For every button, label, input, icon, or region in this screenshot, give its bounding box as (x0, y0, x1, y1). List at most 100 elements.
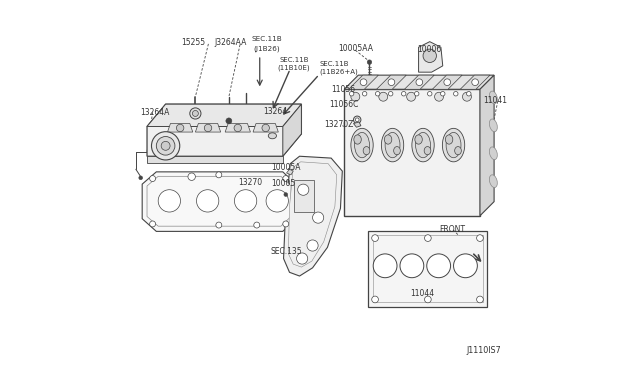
Text: 10006: 10006 (417, 45, 441, 54)
Circle shape (312, 212, 324, 223)
Circle shape (355, 118, 359, 122)
Text: SEC.11B: SEC.11B (319, 61, 349, 67)
Circle shape (388, 92, 393, 96)
Circle shape (424, 296, 431, 303)
Text: 13264A: 13264A (141, 108, 170, 117)
Circle shape (177, 124, 184, 132)
Polygon shape (353, 122, 361, 127)
Ellipse shape (354, 135, 362, 144)
Circle shape (158, 190, 180, 212)
Circle shape (296, 253, 308, 264)
Circle shape (463, 92, 472, 101)
Circle shape (139, 176, 143, 180)
Circle shape (477, 235, 483, 241)
Circle shape (373, 254, 397, 278)
Circle shape (150, 176, 156, 182)
Polygon shape (195, 124, 221, 132)
Circle shape (353, 116, 361, 124)
Circle shape (204, 124, 212, 132)
Text: FRONT: FRONT (439, 225, 465, 234)
Circle shape (379, 92, 388, 101)
Ellipse shape (363, 147, 370, 155)
Ellipse shape (490, 119, 497, 132)
Circle shape (362, 92, 367, 96)
Circle shape (307, 240, 318, 251)
Polygon shape (460, 75, 490, 89)
Ellipse shape (394, 147, 401, 155)
Polygon shape (283, 104, 301, 156)
Circle shape (283, 221, 289, 227)
Polygon shape (253, 124, 278, 132)
Circle shape (284, 193, 287, 196)
Circle shape (444, 79, 451, 86)
Circle shape (152, 132, 180, 160)
Polygon shape (433, 75, 462, 89)
Circle shape (416, 79, 422, 86)
Circle shape (367, 60, 372, 64)
Ellipse shape (424, 147, 431, 155)
Polygon shape (168, 124, 193, 132)
Circle shape (196, 190, 219, 212)
Circle shape (435, 92, 444, 101)
Polygon shape (369, 231, 488, 307)
Ellipse shape (385, 135, 392, 144)
Polygon shape (373, 235, 483, 302)
Text: SEC.11B: SEC.11B (252, 36, 282, 42)
Circle shape (150, 221, 156, 227)
Polygon shape (142, 172, 296, 231)
Ellipse shape (490, 91, 497, 104)
Polygon shape (349, 75, 378, 89)
Polygon shape (287, 169, 293, 175)
Circle shape (472, 79, 479, 86)
Circle shape (156, 137, 175, 155)
Circle shape (372, 235, 378, 241)
Text: 11041: 11041 (484, 96, 508, 105)
Circle shape (415, 92, 419, 96)
Circle shape (351, 92, 360, 101)
Circle shape (372, 296, 378, 303)
Circle shape (254, 222, 260, 228)
Text: 11056: 11056 (331, 85, 355, 94)
Polygon shape (225, 124, 250, 132)
Ellipse shape (268, 133, 276, 139)
Text: 10005AA: 10005AA (338, 44, 373, 53)
Bar (294, 180, 314, 212)
Ellipse shape (351, 128, 373, 162)
Ellipse shape (415, 135, 422, 144)
Polygon shape (480, 75, 494, 216)
Circle shape (193, 110, 198, 116)
Circle shape (406, 92, 415, 101)
Polygon shape (147, 104, 301, 126)
Ellipse shape (381, 128, 404, 162)
Circle shape (424, 235, 431, 241)
Polygon shape (404, 75, 434, 89)
Circle shape (467, 92, 471, 96)
Circle shape (188, 173, 195, 180)
Circle shape (360, 79, 367, 86)
Circle shape (440, 92, 445, 96)
Text: SEC.11B: SEC.11B (279, 57, 308, 62)
Circle shape (190, 108, 201, 119)
Ellipse shape (412, 128, 434, 162)
Circle shape (262, 124, 269, 132)
Text: 10005: 10005 (271, 179, 295, 187)
Ellipse shape (490, 147, 497, 160)
Text: 11056C: 11056C (330, 100, 358, 109)
Circle shape (454, 92, 458, 96)
Ellipse shape (446, 132, 461, 158)
Circle shape (428, 92, 432, 96)
Circle shape (427, 254, 451, 278)
Text: SEC.135: SEC.135 (271, 247, 303, 256)
Text: J1110IS7: J1110IS7 (467, 346, 502, 355)
Ellipse shape (415, 132, 431, 158)
Circle shape (400, 254, 424, 278)
Text: 13270Z: 13270Z (324, 120, 353, 129)
Polygon shape (376, 75, 406, 89)
Ellipse shape (442, 128, 465, 162)
Ellipse shape (490, 175, 497, 187)
Circle shape (454, 254, 477, 278)
Text: (11B10E): (11B10E) (278, 64, 310, 71)
Polygon shape (147, 104, 301, 156)
Circle shape (388, 79, 395, 86)
Text: 11044: 11044 (410, 289, 435, 298)
